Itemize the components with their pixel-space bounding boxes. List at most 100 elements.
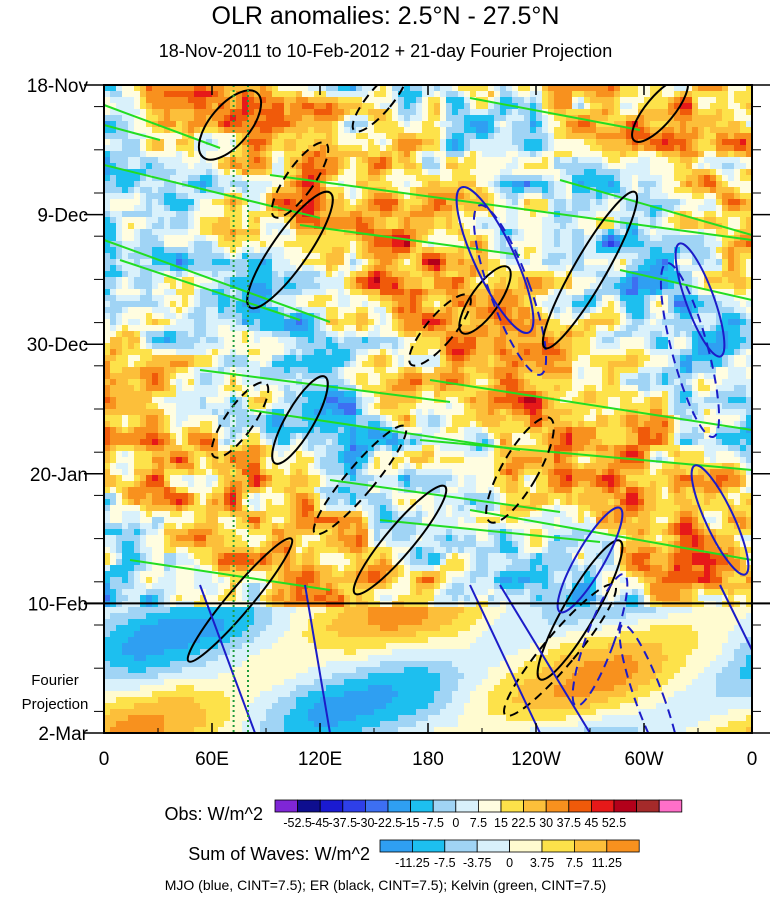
field-cell (254, 211, 260, 217)
field-cell (524, 355, 530, 361)
field-cell (740, 271, 746, 277)
field-cell (650, 229, 656, 235)
field-cell (620, 289, 626, 295)
field-cell (380, 343, 386, 349)
field-cell (668, 193, 674, 199)
field-cell (248, 157, 254, 163)
field-cell (314, 139, 320, 145)
field-cell (338, 157, 344, 163)
field-cell (218, 199, 224, 205)
field-cell (662, 247, 668, 253)
field-cell (116, 163, 122, 169)
field-cell (716, 121, 722, 127)
field-cell (368, 319, 374, 325)
field-cell (374, 271, 380, 277)
field-cell (476, 157, 482, 163)
field-cell (602, 115, 608, 121)
field-cell (116, 133, 122, 139)
field-cell (104, 313, 110, 319)
field-cell (368, 127, 374, 133)
field-cell (554, 97, 560, 103)
field-cell (188, 157, 194, 163)
field-cell (542, 295, 548, 301)
field-cell (314, 343, 320, 349)
field-cell (434, 199, 440, 205)
field-cell (596, 133, 602, 139)
field-cell (404, 349, 410, 355)
field-cell (236, 313, 242, 319)
field-cell (152, 301, 158, 307)
field-cell (134, 331, 140, 337)
field-cell (476, 91, 482, 97)
field-cell (272, 169, 278, 175)
field-cell (470, 241, 476, 247)
field-cell (188, 193, 194, 199)
field-cell (152, 241, 158, 247)
field-cell (578, 109, 584, 115)
field-cell (584, 181, 590, 187)
field-cell (692, 97, 698, 103)
field-cell (290, 97, 296, 103)
field-cell (242, 355, 248, 361)
field-cell (368, 193, 374, 199)
field-cell (224, 283, 230, 289)
field-cell (740, 301, 746, 307)
field-cell (422, 277, 428, 283)
field-cell (692, 139, 698, 145)
field-cell (554, 103, 560, 109)
field-cell (278, 169, 284, 175)
field-cell (590, 193, 596, 199)
field-cell (320, 199, 326, 205)
field-cell (392, 145, 398, 151)
field-cell (602, 91, 608, 97)
field-cell (656, 343, 662, 349)
field-cell (464, 277, 470, 283)
field-cell (302, 349, 308, 355)
field-cell (470, 235, 476, 241)
field-cell (530, 199, 536, 205)
field-cell (374, 289, 380, 295)
field-cell (236, 289, 242, 295)
field-cell (428, 241, 434, 247)
field-cell (242, 265, 248, 271)
field-cell (554, 187, 560, 193)
field-cell (524, 181, 530, 187)
field-cell (152, 127, 158, 133)
field-cell (386, 337, 392, 343)
field-cell (416, 103, 422, 109)
field-cell (626, 169, 632, 175)
field-cell (380, 319, 386, 325)
field-cell (314, 97, 320, 103)
field-cell (224, 85, 230, 91)
field-cell (398, 349, 404, 355)
field-cell (428, 115, 434, 121)
field-cell (530, 181, 536, 187)
field-cell (488, 151, 494, 157)
field-cell (248, 343, 254, 349)
field-cell (254, 337, 260, 343)
field-cell (242, 349, 248, 355)
field-cell (422, 169, 428, 175)
field-cell (470, 337, 476, 343)
field-cell (212, 271, 218, 277)
field-cell (740, 325, 746, 331)
field-cell (278, 217, 284, 223)
field-cell (476, 259, 482, 265)
field-cell (674, 319, 680, 325)
field-cell (464, 97, 470, 103)
field-cell (668, 181, 674, 187)
field-cell (548, 313, 554, 319)
field-cell (722, 265, 728, 271)
field-cell (248, 265, 254, 271)
field-cell (122, 103, 128, 109)
field-cell (446, 103, 452, 109)
field-cell (662, 301, 668, 307)
field-cell (488, 241, 494, 247)
field-cell (632, 229, 638, 235)
field-cell (350, 235, 356, 241)
field-cell (188, 361, 194, 367)
field-cell (464, 325, 470, 331)
field-cell (488, 301, 494, 307)
field-cell (506, 85, 512, 91)
field-cell (518, 151, 524, 157)
